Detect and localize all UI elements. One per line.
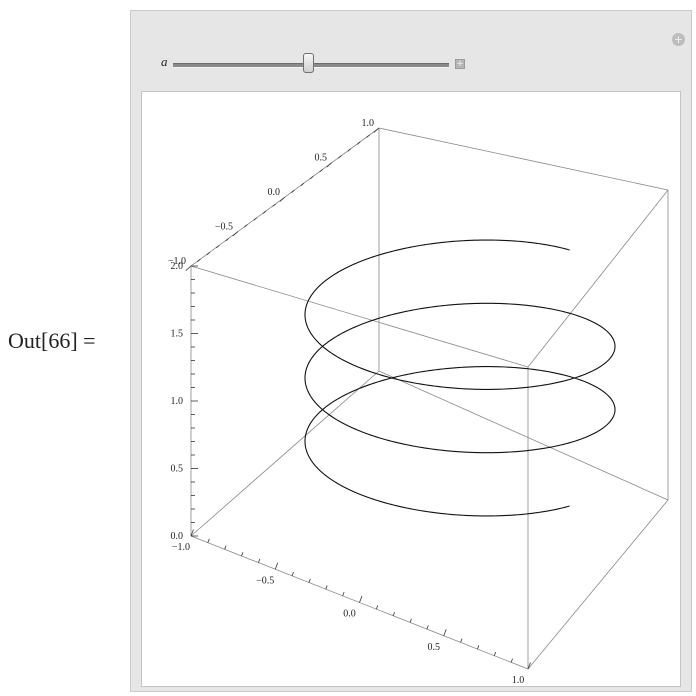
- front-axis-tick: [493, 651, 497, 656]
- front-axis-tick: [207, 538, 210, 543]
- back-axis-tick: [244, 224, 248, 228]
- back-axis-tick: [291, 189, 295, 194]
- manipulate-panel: a + + 1.0 0.5 0.0 −0.5 −1.0 2.0 1.5 1.0 0.5: [130, 10, 692, 692]
- back-axis-tick: [356, 141, 361, 145]
- box-edge: [190, 265, 529, 368]
- front-axis-tick: [241, 552, 244, 557]
- front-axis-tick: [224, 545, 227, 550]
- front-axis-tick-label: 1.0: [512, 675, 525, 686]
- back-axis-tick: [272, 203, 276, 207]
- back-axis-tick-label: 0.5: [315, 153, 328, 164]
- back-axis-tick-label: −1.0: [168, 256, 186, 267]
- back-axis-tick-label: 0.0: [268, 187, 281, 198]
- back-axis-tick: [197, 258, 201, 263]
- front-axis-tick: [443, 629, 447, 636]
- back-axis-tick: [185, 265, 192, 271]
- front-axis-tick: [342, 591, 345, 596]
- front-axis-tick-label: −1.0: [172, 542, 190, 553]
- slider-thumb[interactable]: [302, 53, 314, 73]
- back-axis-tick: [338, 155, 342, 159]
- back-axis-tick: [215, 244, 220, 249]
- back-axis-tick: [206, 251, 211, 256]
- slider-variable-label: a: [161, 54, 168, 69]
- back-axis-tick: [366, 134, 370, 138]
- vertical-axis-tick-label: 0.5: [171, 464, 184, 475]
- front-axis-tick: [359, 595, 363, 603]
- back-axis-tick: [225, 238, 229, 242]
- back-axis-tick: [326, 162, 333, 168]
- front-axis-tick: [510, 658, 513, 663]
- vertical-axis-tick-label: 1.5: [171, 329, 184, 340]
- controls-bar: a + +: [131, 11, 691, 91]
- back-axis-tick: [279, 196, 286, 202]
- helix-curve: [304, 239, 616, 517]
- front-axis-tick: [274, 562, 279, 570]
- vertical-axis-tick-label: 1.0: [171, 396, 184, 407]
- front-axis-tick: [392, 611, 395, 616]
- box-edge: [527, 499, 669, 670]
- front-axis-tick-label: 0.0: [343, 609, 356, 620]
- back-axis-tick: [253, 217, 258, 221]
- plot-area[interactable]: 1.0 0.5 0.0 −0.5 −1.0 2.0 1.5 1.0 0.5 0.0 −1.0 −0.5…: [141, 91, 681, 687]
- box-edge: [190, 370, 380, 537]
- back-axis-tick: [373, 127, 380, 133]
- back-axis-tick: [300, 182, 305, 187]
- back-axis-tick: [319, 169, 323, 173]
- front-axis-tick: [258, 558, 261, 563]
- front-axis-tick: [409, 618, 412, 623]
- front-axis-tick: [190, 529, 194, 537]
- front-axis-tick: [308, 578, 311, 583]
- plus-box-icon[interactable]: +: [455, 59, 465, 69]
- front-axis-tick-label: 0.5: [428, 642, 441, 653]
- box-edge: [378, 370, 669, 501]
- back-axis-tick: [232, 231, 239, 237]
- helix-3d-plot[interactable]: 1.00.50.0−0.5−1.02.01.51.00.50.0−1.0−0.5…: [142, 92, 682, 688]
- back-axis-tick: [309, 175, 314, 180]
- back-axis-tick: [262, 210, 267, 214]
- front-axis-tick-label: −0.5: [256, 575, 274, 586]
- vertical-axis-tick-label: 0.0: [171, 531, 184, 542]
- front-axis-tick: [426, 625, 429, 630]
- back-axis-tick: [347, 148, 352, 152]
- back-axis-tick-label: 1.0: [362, 118, 375, 129]
- box-edge: [527, 189, 669, 368]
- front-axis-tick: [375, 605, 379, 610]
- front-axis-tick: [325, 585, 328, 590]
- front-axis-tick: [460, 638, 463, 643]
- vertical-axis-tick-label: 2.0: [171, 261, 184, 272]
- front-axis-tick: [291, 572, 294, 577]
- front-axis-tick: [477, 645, 480, 650]
- plus-circle-icon[interactable]: +: [672, 33, 685, 46]
- back-axis-tick-label: −0.5: [215, 222, 233, 233]
- box-edge: [378, 127, 669, 191]
- front-axis-tick: [527, 662, 531, 670]
- output-label: Out[66] =: [8, 328, 96, 353]
